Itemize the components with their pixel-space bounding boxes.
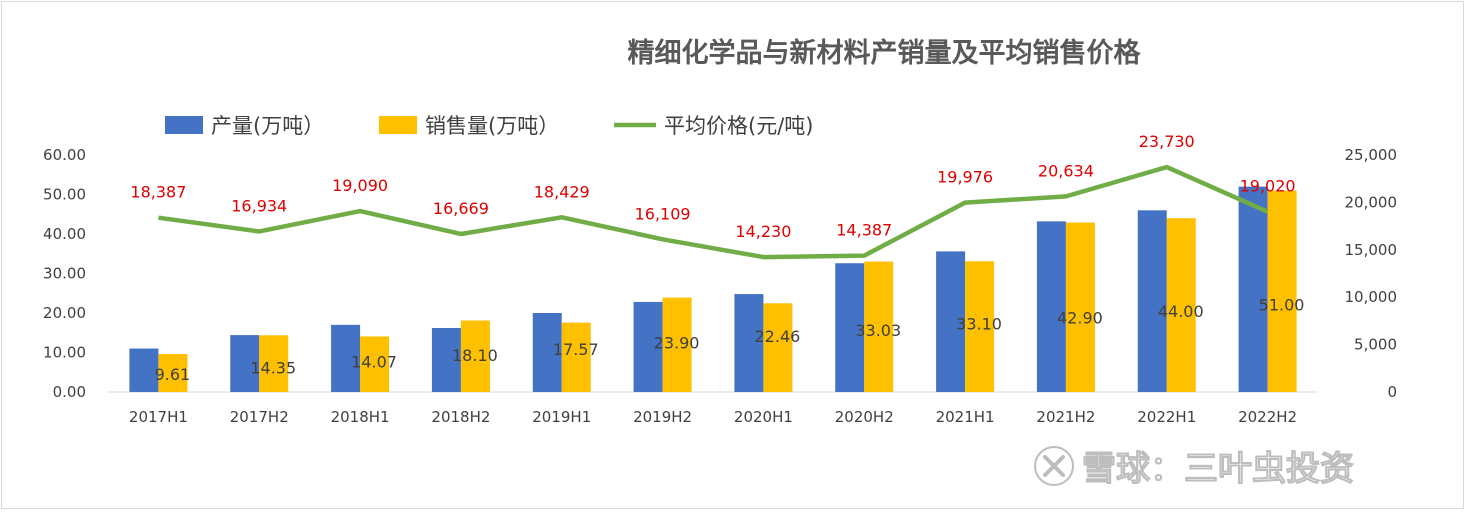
bar-sales [1267,190,1297,392]
data-label-price: 18,429 [534,182,590,201]
x-tick-label: 2019H1 [532,408,591,426]
price-line [158,164,1269,260]
logo-mark [1043,455,1065,477]
bar-sales [864,261,894,392]
bar-production [1137,210,1167,392]
y-left-tick-label: 30.00 [43,265,86,283]
y-left-tick-label: 50.00 [43,186,86,204]
bar-production [835,263,865,392]
x-tick-label: 2021H1 [936,408,995,426]
x-tick-label: 2021H2 [1036,408,1095,426]
y-right-tick-label: 25,000 [1345,146,1398,164]
x-tick-label: 2018H1 [331,408,390,426]
legend-swatch-sales [379,116,417,134]
y-left-tick-label: 20.00 [43,304,86,322]
watermark: 雪球：三叶虫投资 [1034,446,1355,490]
bar-production [129,348,159,392]
legend-label-sales: 销售量(万吨） [425,114,559,138]
data-label-sales: 42.90 [1057,308,1103,327]
bar-production [734,294,764,392]
bars [129,186,1297,392]
data-label-sales: 44.00 [1158,302,1204,321]
x-tick-label: 2020H1 [734,408,793,426]
data-label-price: 16,934 [231,196,287,215]
watermark-text: 雪球：三叶虫投资 [1082,449,1354,489]
legend: 产量(万吨） 销售量(万吨） 平均价格(元/吨) [165,114,813,138]
bar-sales [662,297,692,392]
data-label-price: 19,020 [1240,177,1296,196]
data-label-sales: 33.03 [855,321,901,340]
axes: 0.00 10.00 20.00 30.00 40.00 50.00 60.00 0 5,000… [43,146,1397,426]
data-label-price: 19,090 [332,176,388,195]
x-tick-label: 2022H2 [1238,408,1297,426]
bar-sales [1065,222,1095,392]
x-tick-label: 2020H2 [835,408,894,426]
data-label-price: 14,387 [836,221,892,240]
data-label-sales: 14.35 [250,359,296,378]
data-label-price: 16,109 [635,204,691,223]
bar-production [633,301,663,392]
y-right-tick-label: 10,000 [1345,288,1398,306]
bar-production [1036,221,1066,392]
bar-production [431,328,461,392]
data-label-price: 16,669 [433,199,489,218]
y-right-tick-label: 5,000 [1354,336,1397,354]
bar-sales [965,261,995,392]
data-label-sales: 22.46 [755,327,801,346]
data-label-price: 20,634 [1038,161,1094,180]
data-label-price: 19,976 [937,168,993,187]
data-label-sales: 51.00 [1259,296,1305,315]
bar-sales [1166,218,1196,392]
y-right-tick-label: 0 [1387,383,1397,401]
data-label-sales: 33.10 [956,315,1002,334]
bar-sales [158,354,188,392]
bar-sales [561,322,591,392]
y-left-tick-label: 10.00 [43,344,86,362]
legend-swatch-production [165,116,203,134]
data-label-sales: 9.61 [155,365,191,384]
data-labels: 9.61 14.35 14.07 18.10 17.57 23.90 22.46 33.03 3… [130,132,1304,384]
chart-title: 精细化学品与新材料产销量及平均销售价格 [628,37,1142,69]
bar-sales [259,335,289,392]
data-label-sales: 17.57 [553,340,599,359]
y-left-tick-label: 60.00 [43,146,86,164]
bar-production [532,313,562,392]
x-tick-label: 2018H2 [431,408,490,426]
bar-production [230,335,260,392]
x-tick-label: 2017H2 [230,408,289,426]
y-right-tick-label: 20,000 [1345,193,1398,211]
y-right-tick-label: 15,000 [1345,241,1398,259]
x-tick-label: 2017H1 [129,408,188,426]
bar-sales [763,303,793,392]
bar-production [1238,186,1268,392]
legend-label-price: 平均价格(元/吨) [664,114,813,138]
y-left-tick-label: 40.00 [43,225,86,243]
x-tick-label: 2022H1 [1137,408,1196,426]
data-label-price: 18,387 [130,183,186,202]
x-tick-label: 2019H2 [633,408,692,426]
data-label-price: 14,230 [735,222,791,241]
data-label-sales: 14.07 [351,352,397,371]
data-label-sales: 23.90 [654,334,700,353]
bar-production [936,251,966,392]
xueqiu-logo-icon [1034,446,1074,486]
bar-production [331,324,361,392]
bar-sales [360,336,390,392]
data-label-sales: 18.10 [452,346,498,365]
bar-sales [460,320,490,392]
y-left-tick-label: 0.00 [53,383,86,401]
series-line-price [158,164,1269,260]
legend-label-production: 产量(万吨） [211,114,324,138]
data-label-price: 23,730 [1139,132,1195,151]
